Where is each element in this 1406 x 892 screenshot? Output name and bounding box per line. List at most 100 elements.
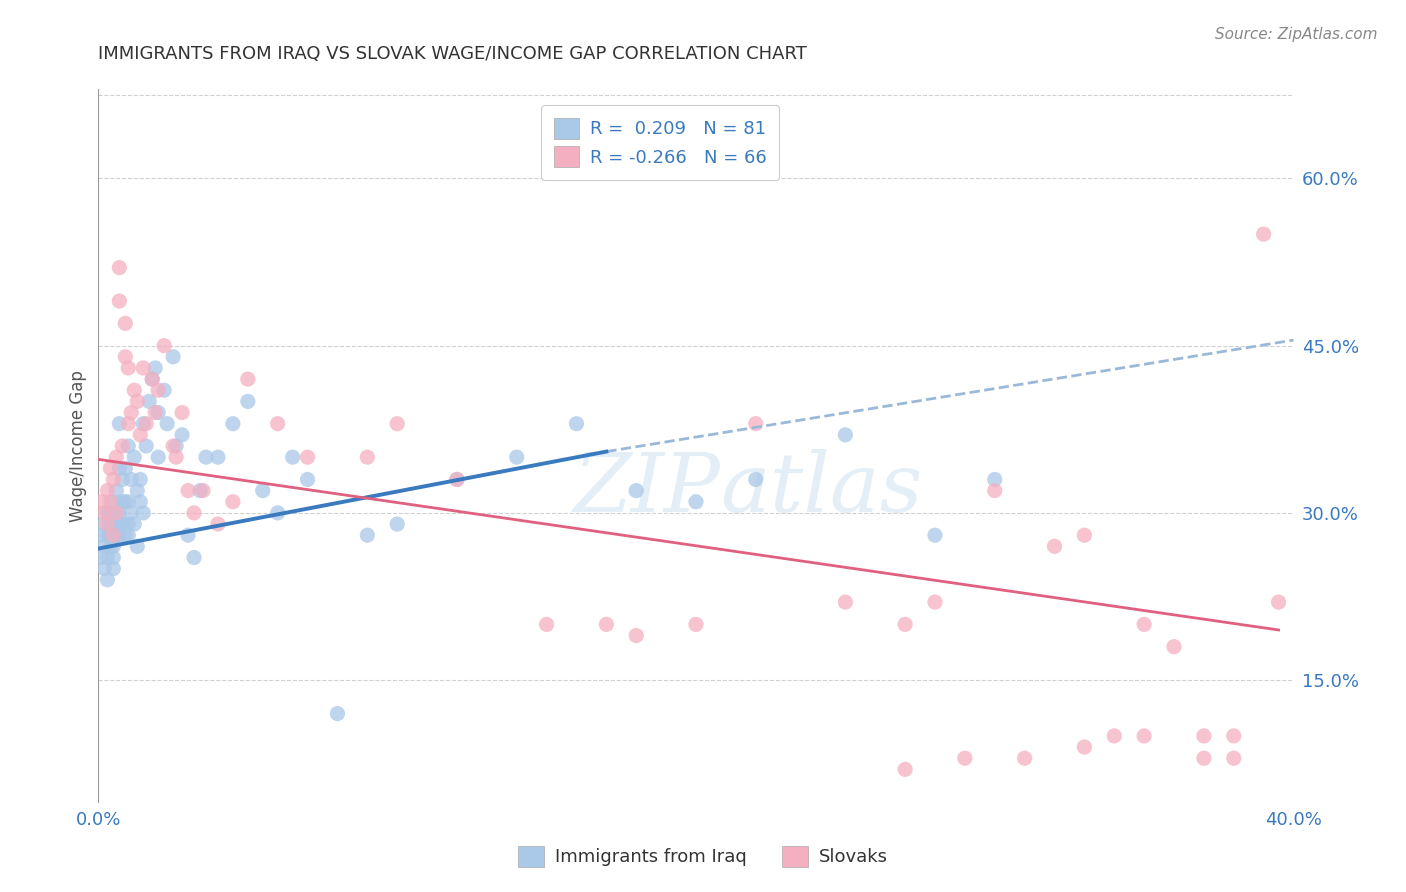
Point	[108, 461, 131, 475]
Point	[105, 506, 128, 520]
Point	[111, 472, 134, 486]
Point	[93, 562, 115, 576]
Point	[446, 472, 468, 486]
Point	[297, 450, 319, 464]
Point	[129, 472, 152, 486]
Point	[595, 617, 617, 632]
Point	[148, 450, 170, 464]
Point	[177, 528, 200, 542]
Point	[153, 338, 176, 352]
Point	[252, 483, 274, 498]
Point	[356, 528, 378, 542]
Point	[745, 472, 768, 486]
Point	[162, 439, 184, 453]
Point	[1014, 751, 1036, 765]
Point	[117, 528, 139, 542]
Point	[745, 417, 768, 431]
Point	[96, 483, 118, 498]
Point	[108, 506, 131, 520]
Point	[222, 417, 245, 431]
Point	[103, 472, 125, 486]
Text: ZIP: ZIP	[574, 449, 720, 529]
Point	[148, 405, 170, 419]
Point	[96, 517, 118, 532]
Point	[98, 461, 122, 475]
Point	[446, 472, 468, 486]
Point	[96, 550, 118, 565]
Point	[1073, 740, 1095, 755]
Point	[103, 550, 125, 565]
Point	[111, 517, 134, 532]
Point	[222, 494, 245, 508]
Point	[98, 506, 122, 520]
Point	[103, 539, 125, 553]
Point	[506, 450, 529, 464]
Point	[207, 450, 229, 464]
Point	[685, 617, 707, 632]
Point	[143, 360, 166, 375]
Point	[162, 350, 184, 364]
Point	[127, 539, 149, 553]
Text: Source: ZipAtlas.com: Source: ZipAtlas.com	[1215, 27, 1378, 42]
Point	[1253, 227, 1275, 241]
Point	[108, 528, 131, 542]
Point	[105, 506, 128, 520]
Point	[267, 506, 290, 520]
Point	[124, 517, 146, 532]
Point	[98, 494, 122, 508]
Point	[172, 405, 194, 419]
Point	[626, 628, 648, 642]
Point	[105, 483, 128, 498]
Point	[108, 417, 131, 431]
Point	[183, 506, 205, 520]
Point	[93, 506, 115, 520]
Point	[98, 539, 122, 553]
Point	[834, 427, 856, 442]
Point	[90, 528, 112, 542]
Point	[114, 461, 136, 475]
Point	[236, 372, 259, 386]
Point	[108, 260, 131, 275]
Point	[103, 494, 125, 508]
Point	[1267, 595, 1289, 609]
Point	[93, 539, 115, 553]
Point	[103, 562, 125, 576]
Point	[132, 506, 155, 520]
Point	[105, 450, 128, 464]
Point	[90, 494, 112, 508]
Point	[326, 706, 349, 721]
Point	[626, 483, 648, 498]
Point	[1163, 640, 1185, 654]
Point	[117, 417, 139, 431]
Point	[96, 506, 118, 520]
Point	[165, 450, 187, 464]
Point	[135, 439, 157, 453]
Point	[1223, 751, 1246, 765]
Point	[924, 528, 946, 542]
Point	[117, 517, 139, 532]
Point	[117, 494, 139, 508]
Point	[141, 372, 163, 386]
Point	[1073, 528, 1095, 542]
Point	[108, 517, 131, 532]
Point	[98, 528, 122, 542]
Y-axis label: Wage/Income Gap: Wage/Income Gap	[69, 370, 87, 522]
Point	[1043, 539, 1066, 553]
Point	[236, 394, 259, 409]
Point	[165, 439, 187, 453]
Point	[385, 417, 409, 431]
Point	[96, 528, 118, 542]
Point	[143, 405, 166, 419]
Point	[124, 450, 146, 464]
Point	[120, 405, 142, 419]
Point	[103, 528, 125, 542]
Point	[127, 483, 149, 498]
Point	[93, 517, 115, 532]
Point	[191, 483, 214, 498]
Point	[135, 417, 157, 431]
Point	[1104, 729, 1126, 743]
Point	[103, 528, 125, 542]
Text: atlas: atlas	[720, 449, 922, 529]
Point	[953, 751, 976, 765]
Point	[105, 528, 128, 542]
